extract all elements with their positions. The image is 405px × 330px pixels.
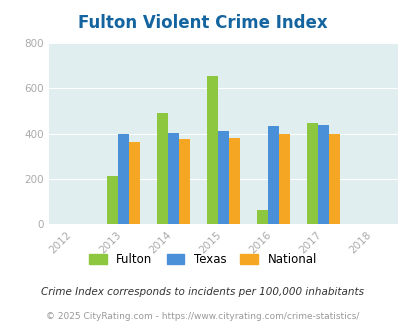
- Bar: [206, 76, 217, 224]
- Bar: [228, 138, 239, 224]
- Text: © 2025 CityRating.com - https://www.cityrating.com/crime-statistics/: © 2025 CityRating.com - https://www.city…: [46, 312, 359, 321]
- Bar: [278, 134, 289, 224]
- Bar: [267, 126, 278, 224]
- Bar: [317, 124, 328, 224]
- Bar: [217, 131, 228, 224]
- Bar: [107, 176, 118, 224]
- Bar: [306, 123, 317, 224]
- Legend: Fulton, Texas, National: Fulton, Texas, National: [84, 248, 321, 271]
- Bar: [179, 139, 190, 224]
- Text: Crime Index corresponds to incidents per 100,000 inhabitants: Crime Index corresponds to incidents per…: [41, 287, 364, 297]
- Bar: [129, 142, 140, 224]
- Text: Fulton Violent Crime Index: Fulton Violent Crime Index: [78, 14, 327, 32]
- Bar: [328, 134, 339, 224]
- Bar: [168, 133, 179, 224]
- Bar: [256, 210, 267, 224]
- Bar: [157, 113, 168, 224]
- Bar: [118, 134, 129, 224]
